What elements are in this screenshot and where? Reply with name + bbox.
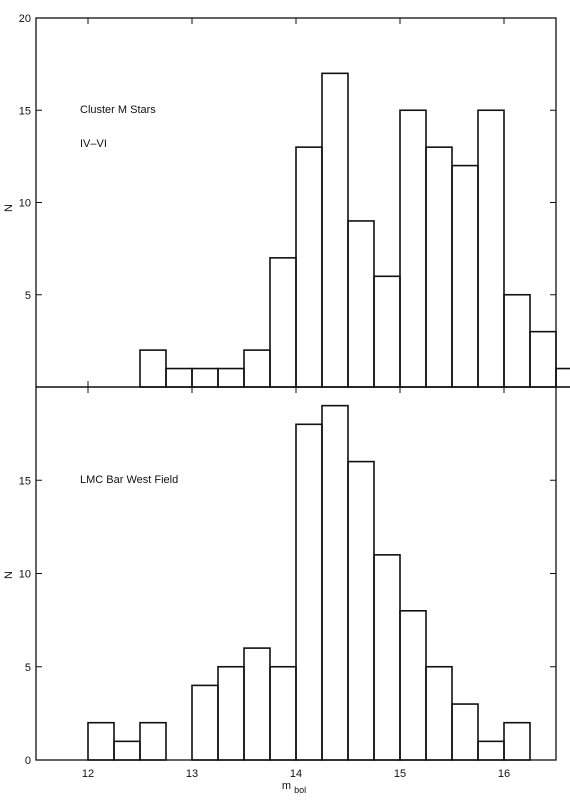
top-histogram-bar [165,367,193,388]
top-histogram-bar [373,275,401,388]
top-histogram-bar [347,220,375,388]
top-histogram-bar [451,164,479,388]
top-annotation-subtitle: IV–VI [80,138,107,150]
top-y-axis-label: N [3,204,15,212]
bottom-y-tick-label: 5 [25,662,31,674]
bottom-histogram-bar [425,665,453,761]
top-histogram-bar [555,367,570,388]
bottom-x-tick-label: 15 [394,768,406,780]
top-y-tick-label: 20 [19,13,31,25]
bottom-histogram-bar [399,609,427,761]
bottom-x-tick-label: 13 [186,768,198,780]
bottom-histogram-bar [139,721,167,761]
top-y-tick-label: 10 [19,198,31,210]
bottom-histogram-bar [451,703,479,761]
top-histogram-bar [269,257,297,388]
bottom-histogram-bar [87,721,115,761]
top-histogram-bar [217,367,245,388]
top-y-tick-label: 15 [19,105,31,117]
bottom-annotation-title: LMC Bar West Field [80,474,178,486]
top-histogram-bar [425,146,453,388]
top-annotation-title: Cluster M Stars [80,104,156,116]
bottom-histogram-bar [321,404,349,761]
bottom-y-tick-label: 10 [19,569,31,581]
top-histogram-bar [503,293,531,388]
top-histogram-bar [477,109,505,388]
top-y-tick-label: 5 [25,290,31,302]
bottom-x-tick-label: 12 [82,768,94,780]
bottom-panel: 0 5 10 15 12 13 14 15 16 [19,386,557,780]
top-histogram-bar [243,349,271,388]
bottom-histogram-bar [243,647,271,761]
top-histogram-bar [191,367,219,388]
bottom-histogram-bar [191,684,219,761]
x-axis-label-main: m [282,780,291,792]
bottom-histogram-bar [217,665,245,761]
bottom-histogram-bar [269,665,297,761]
bottom-histogram-bar [477,740,505,761]
top-histogram-bar [295,146,323,388]
bottom-x-tick-label: 16 [498,768,510,780]
bottom-y-tick-label: 15 [19,475,31,487]
x-axis-label-subscript: bol [294,785,306,795]
bottom-y-tick-label: 0 [25,755,31,767]
bottom-histogram-bar [113,740,141,761]
bottom-histogram-bar [295,423,323,761]
bottom-histogram-bar [373,554,401,761]
bottom-x-tick-label: 14 [290,768,302,780]
top-histogram-bar [529,330,557,388]
bottom-histogram-bar [503,721,531,761]
top-panel: 5 10 15 20 [19,13,570,388]
bottom-y-axis-label: N [3,571,15,579]
top-histogram-bar [139,349,167,388]
top-histogram-bar [399,109,427,388]
top-histogram-bar [321,72,349,388]
bottom-histogram-bar [347,460,375,761]
x-axis-label: m bol [282,780,306,795]
